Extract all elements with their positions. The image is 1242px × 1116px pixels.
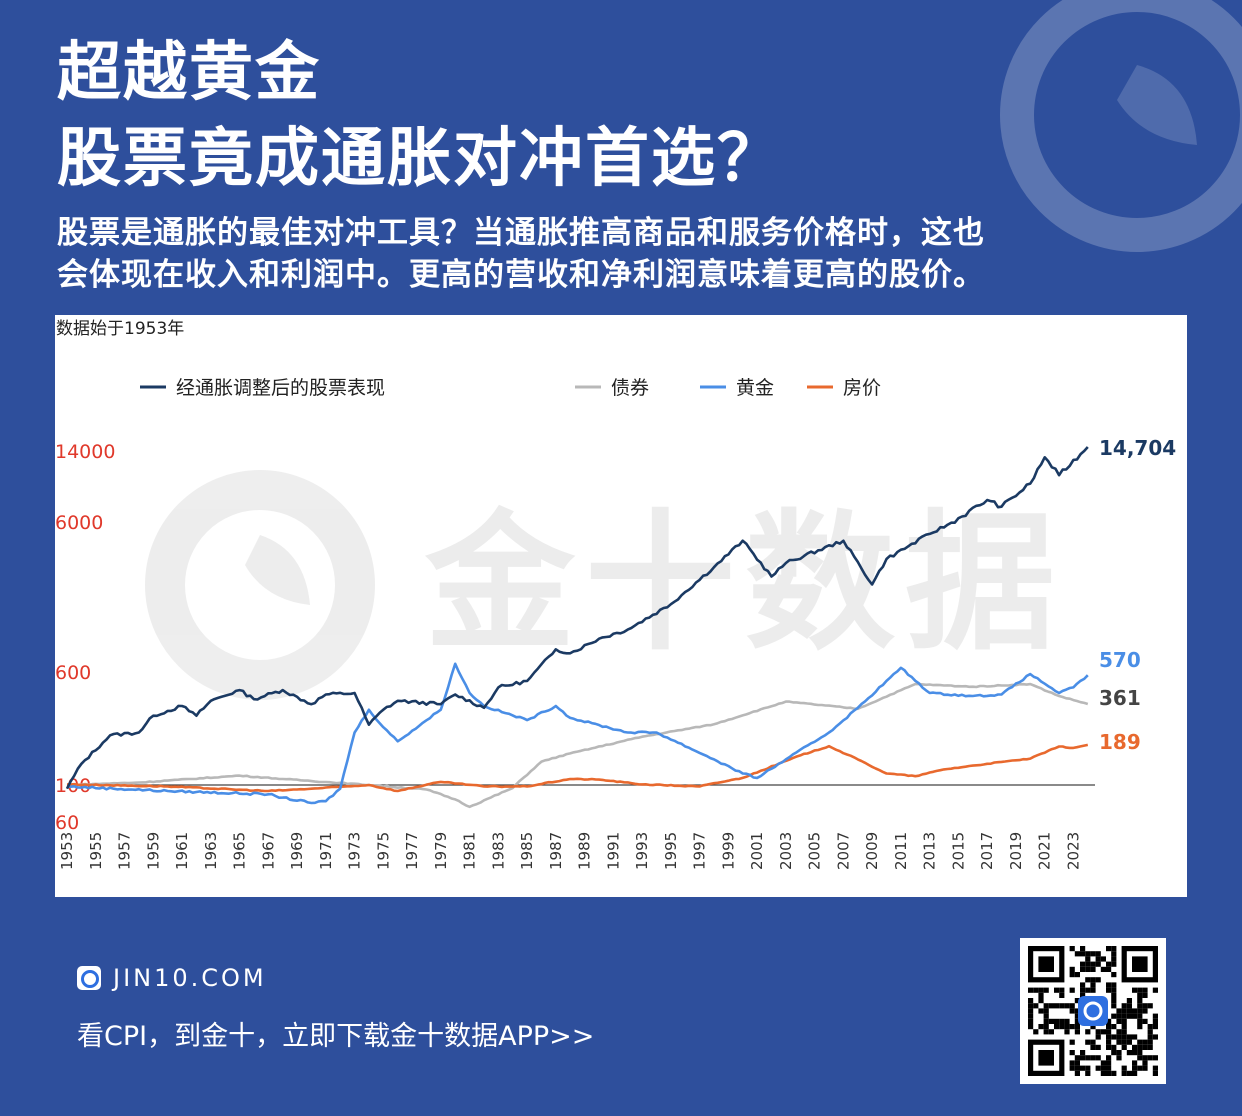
subtitle-line-1: 股票是通胀的最佳对冲工具？当通胀推高商品和服务价格时，这也 xyxy=(57,215,985,251)
x-tick-label: 1971 xyxy=(317,832,335,870)
x-tick-label: 1961 xyxy=(173,832,191,870)
x-tick-label: 2017 xyxy=(978,832,996,870)
series-end-label: 570 xyxy=(1099,648,1141,672)
watermark-text: 金十数据 xyxy=(424,497,1065,671)
footer-brand[interactable]: JIN10.COM xyxy=(77,964,267,992)
x-tick-label: 1997 xyxy=(691,832,709,870)
brand-url[interactable]: JIN10.COM xyxy=(113,964,267,992)
x-tick-label: 1975 xyxy=(374,832,392,870)
x-tick-label: 1977 xyxy=(403,832,421,870)
x-tick-label: 1965 xyxy=(231,832,249,870)
x-tick-label: 1983 xyxy=(489,832,507,870)
x-tick-label: 1973 xyxy=(346,832,364,870)
y-tick-label: 6000 xyxy=(55,512,103,534)
headline-line-2: 股票竟成通胀对冲首选？ xyxy=(57,122,783,196)
chart-card: 金十数据 数据始于1953年 经通胀调整后的股票表现 债券 黄金 房价 14000 60… xyxy=(55,315,1187,897)
x-tick-label: 1991 xyxy=(604,832,622,870)
watermark: 金十数据 xyxy=(145,470,1065,700)
x-tick-label: 2005 xyxy=(806,832,824,870)
series-end-label: 14,704 xyxy=(1099,436,1176,460)
download-cta[interactable]: 看CPI，到金十，立即下载金十数据APP>> xyxy=(77,1021,595,1052)
x-tick-label: 2009 xyxy=(863,832,881,870)
headline: 超越黄金 股票竟成通胀对冲首选？ xyxy=(57,30,783,202)
x-tick-label: 1979 xyxy=(432,832,450,870)
series-line xyxy=(66,743,1089,793)
x-tick-label: 1967 xyxy=(259,832,277,870)
y-tick-label: 60 xyxy=(55,812,79,834)
x-tick-label: 2001 xyxy=(748,832,766,870)
y-tick-label: 14000 xyxy=(55,441,115,463)
legend-label: 债券 xyxy=(611,377,649,399)
x-tick-label: 1981 xyxy=(461,832,479,870)
y-tick-label: 600 xyxy=(55,662,91,684)
x-axis: 1953 1955 1957 1959 1961 1963 1965 1967 1969 1971… xyxy=(58,832,1082,870)
legend-label: 房价 xyxy=(843,377,881,399)
x-tick-label: 2019 xyxy=(1007,832,1025,870)
subtitle: 股票是通胀的最佳对冲工具？当通胀推高商品和服务价格时，这也 会体现在收入和利润中… xyxy=(57,212,1117,296)
qr-code[interactable] xyxy=(1020,938,1166,1084)
x-tick-label: 1969 xyxy=(288,832,306,870)
headline-line-1: 超越黄金 xyxy=(57,36,321,110)
x-tick-label: 1987 xyxy=(547,832,565,870)
x-tick-label: 1957 xyxy=(116,832,134,870)
x-tick-label: 1985 xyxy=(518,832,536,870)
jin10-logo-icon xyxy=(77,966,101,990)
x-tick-label: 1989 xyxy=(576,832,594,870)
x-tick-label: 1953 xyxy=(58,832,76,870)
series-line xyxy=(65,446,1089,790)
subtitle-line-2: 会体现在收入和利润中。更高的营收和净利润意味着更高的股价。 xyxy=(57,257,985,293)
end-labels: 14,704 361 570 189 xyxy=(1099,436,1176,754)
series-end-label: 189 xyxy=(1099,730,1141,754)
legend-label: 黄金 xyxy=(736,377,774,399)
qr-code-icon xyxy=(1028,946,1158,1076)
line-chart: 金十数据 数据始于1953年 经通胀调整后的股票表现 债券 黄金 房价 14000 60… xyxy=(55,319,1176,870)
series-end-label: 361 xyxy=(1099,686,1141,710)
x-tick-label: 1959 xyxy=(144,832,162,870)
chart-legend: 经通胀调整后的股票表现 债券 黄金 房价 xyxy=(140,377,881,399)
x-tick-label: 2015 xyxy=(949,832,967,870)
x-tick-label: 2011 xyxy=(892,832,910,870)
series-line xyxy=(66,682,1089,809)
x-tick-label: 1995 xyxy=(662,832,680,870)
x-tick-label: 1999 xyxy=(719,832,737,870)
series-line xyxy=(66,662,1089,805)
x-tick-label: 1955 xyxy=(87,832,105,870)
x-tick-label: 2013 xyxy=(921,832,939,870)
chart-series xyxy=(65,446,1089,809)
x-tick-label: 2003 xyxy=(777,832,795,870)
chart-note: 数据始于1953年 xyxy=(56,319,184,339)
x-tick-label: 1963 xyxy=(202,832,220,870)
x-tick-label: 2021 xyxy=(1036,832,1054,870)
x-tick-label: 2007 xyxy=(834,832,852,870)
x-tick-label: 2023 xyxy=(1064,832,1082,870)
x-tick-label: 1993 xyxy=(633,832,651,870)
legend-label: 经通胀调整后的股票表现 xyxy=(176,377,385,399)
background-logo-icon xyxy=(1000,0,1242,252)
